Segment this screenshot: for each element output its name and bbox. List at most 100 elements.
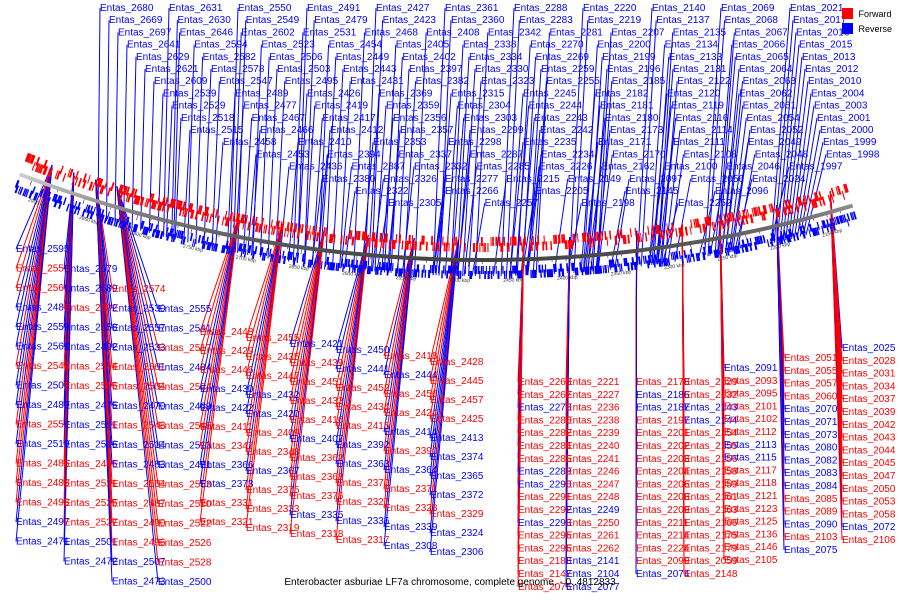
forward-gene: [122, 185, 128, 195]
reverse-gene: [627, 262, 630, 271]
gene-label: Entas_2315: [451, 88, 505, 99]
gene-label: Entas_2503: [277, 64, 331, 75]
reverse-gene: [611, 259, 615, 268]
gene-label: Entas_2418: [384, 351, 438, 362]
reverse-gene: [741, 239, 746, 248]
gene-label: Entas_2367: [246, 466, 300, 477]
gene-label: Entas_2336: [336, 516, 390, 527]
forward-gene: [31, 161, 36, 171]
reverse-gene: [165, 227, 169, 236]
gene-label: Entas_2075: [784, 545, 838, 556]
forward-gene: [251, 216, 255, 226]
reverse-gene: [550, 269, 553, 278]
gene-label: Entas_2431: [350, 76, 404, 87]
gene-label: Entas_2527: [64, 518, 118, 529]
gene-label: Entas_2458: [223, 137, 277, 148]
forward-gene: [707, 216, 711, 226]
forward-gene: [39, 164, 44, 174]
forward-gene: [448, 242, 450, 252]
forward-gene: [181, 201, 186, 211]
leader-line: [376, 203, 389, 272]
gene-label: Entas_2486: [16, 459, 70, 470]
reverse-gene: [383, 262, 386, 271]
reverse-gene: [251, 250, 256, 259]
gene-label: Entas_2629: [136, 52, 190, 63]
gene-label: Entas_2433: [290, 396, 344, 407]
reverse-gene: [31, 186, 36, 195]
reverse-gene: [759, 235, 764, 244]
gene-label: Entas_2451: [290, 377, 344, 388]
gene-label: Entas_2450: [336, 345, 390, 356]
forward-gene: [54, 170, 59, 179]
gene-label: Entas_2342: [488, 27, 542, 38]
forward-gene: [770, 203, 775, 213]
forward-gene: [183, 208, 188, 218]
gene-label: Entas_2551: [64, 420, 118, 431]
reverse-gene: [28, 190, 34, 199]
gene-label: Entas_2047: [842, 471, 896, 482]
gene-label: Entas_2042: [842, 420, 896, 431]
reverse-gene: [89, 211, 94, 220]
gene-label: Entas_2410: [298, 137, 352, 148]
reverse-gene: [180, 230, 184, 240]
forward-gene: [422, 235, 425, 245]
gene-label: Entas_2053: [842, 497, 896, 508]
forward-gene: [495, 236, 498, 246]
scale-tick: [29, 180, 32, 186]
reverse-gene: [490, 270, 493, 279]
forward-gene: [100, 185, 105, 195]
forward-gene: [557, 234, 561, 244]
gene-label: Entas_2554: [112, 479, 166, 490]
leader-line: [648, 44, 666, 266]
gene-label: Entas_2447: [246, 371, 300, 382]
reverse-gene: [170, 228, 174, 237]
reverse-gene: [474, 265, 477, 274]
gene-label: Entas_2436: [289, 162, 343, 173]
gene-label: Entas_2093: [724, 376, 778, 387]
reverse-gene: [497, 270, 500, 279]
reverse-gene: [770, 233, 774, 242]
forward-gene: [813, 192, 818, 202]
leader-line: [183, 129, 191, 242]
leader-line: [383, 238, 415, 547]
forward-gene: [698, 224, 702, 234]
reverse-gene: [670, 252, 673, 261]
forward-gene: [594, 231, 597, 241]
forward-gene: [211, 208, 216, 218]
forward-gene: [291, 222, 294, 232]
forward-gene: [796, 196, 801, 207]
gene-label: Entas_2513: [158, 441, 212, 452]
scale-tick: [56, 190, 59, 193]
gene-label: Entas_2281: [549, 27, 603, 38]
reverse-gene: [789, 228, 793, 237]
gene-label: Entas_2061: [743, 101, 797, 112]
forward-gene: [451, 242, 454, 252]
reverse-gene: [730, 241, 734, 250]
reverse-gene: [140, 220, 144, 229]
gene-label: Entas_2144: [684, 415, 738, 426]
gene-label: Entas_2521: [64, 479, 118, 490]
gene-label: Entas_2166: [684, 518, 738, 529]
forward-gene: [232, 212, 236, 222]
forward-gene: [272, 225, 276, 236]
reverse-gene: [734, 245, 738, 255]
leader-line: [773, 20, 794, 243]
leader-line: [229, 7, 239, 252]
reverse-gene: [286, 251, 291, 260]
leader-line: [116, 186, 159, 583]
leader-line: [568, 7, 584, 274]
forward-gene: [738, 210, 742, 220]
gene-label: Entas_2244: [529, 101, 583, 112]
forward-gene: [244, 214, 248, 225]
gene-label: Entas_2158: [684, 467, 738, 478]
reverse-gene: [200, 235, 205, 244]
reverse-gene: [525, 265, 528, 274]
reverse-gene: [616, 258, 620, 267]
gene-label: Entas_2277: [445, 174, 499, 185]
gene-label: Entas_2579: [64, 264, 118, 275]
leader-line: [116, 186, 159, 388]
gene-label: Entas_2557: [112, 323, 166, 334]
forward-gene: [369, 238, 371, 248]
forward-gene: [240, 214, 244, 224]
reverse-gene: [776, 237, 780, 246]
